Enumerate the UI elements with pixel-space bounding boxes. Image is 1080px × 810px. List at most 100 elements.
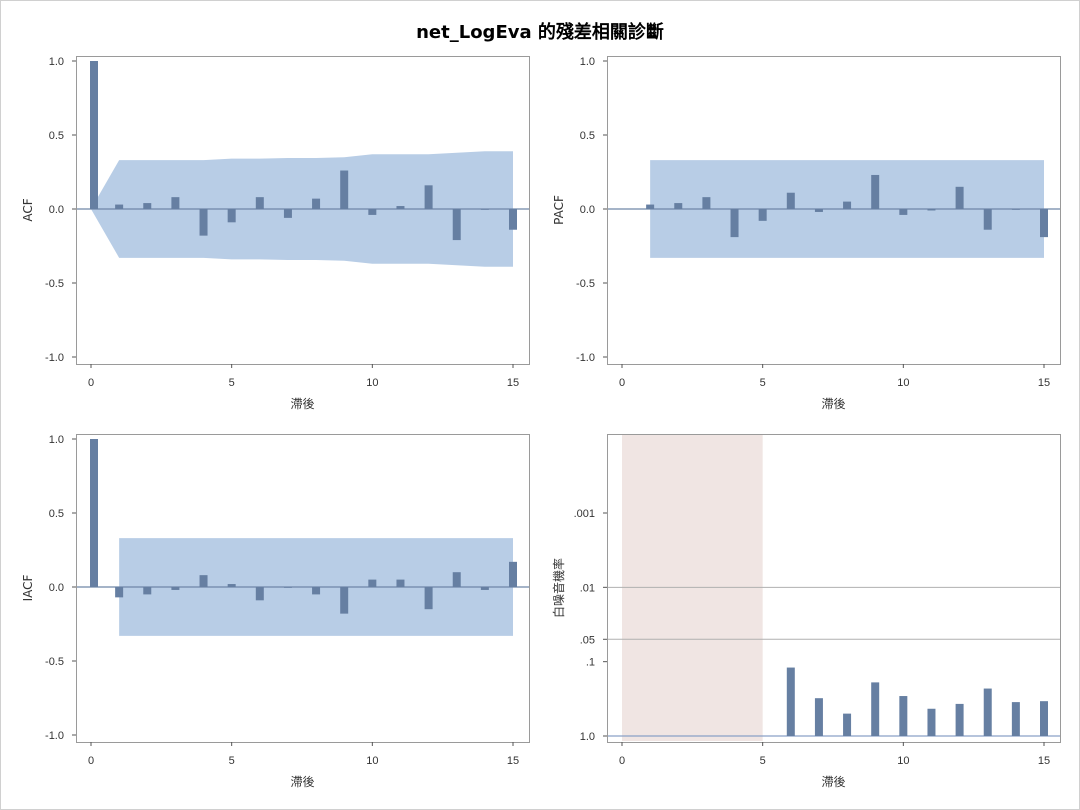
bar-lag-13	[983, 688, 992, 736]
bar-lag-0	[90, 61, 98, 209]
bar-lag-14	[1011, 209, 1020, 210]
bar-lag-14	[1011, 702, 1020, 736]
bar-lag-3	[171, 587, 180, 590]
bar-lag-7	[283, 209, 292, 218]
bar-lag-0	[90, 439, 98, 587]
bar-lag-11	[927, 209, 936, 211]
x-tick-label: 10	[366, 755, 378, 767]
x-tick-label: 10	[366, 377, 378, 389]
bar-lag-12	[955, 703, 964, 736]
bar-lag-15	[1040, 701, 1048, 736]
bar-lag-11	[396, 206, 405, 209]
x-tick-label: 5	[229, 755, 235, 767]
x-tick-label: 15	[507, 755, 519, 767]
y-tick-label: .1	[586, 657, 595, 669]
x-tick-label: 5	[229, 377, 235, 389]
y-tick-label: 0.5	[49, 508, 64, 520]
y-tick-label: .01	[580, 582, 595, 594]
x-tick-label: 0	[619, 755, 625, 767]
y-tick-label: 1.0	[49, 56, 64, 68]
x-axis-label: 滯後	[290, 397, 314, 411]
bar-lag-2	[143, 587, 152, 595]
x-axis-label: 滯後	[821, 397, 845, 411]
bar-lag-10	[899, 696, 908, 736]
x-tick-label: 10	[897, 377, 909, 389]
chart-pacf: 1.0 0.5 0.0 -0.5 -1.0 0 5 10 15 滯後 PACF	[552, 56, 1061, 411]
bar-lag-9	[871, 174, 880, 209]
bar-lag-9	[340, 587, 349, 614]
plot-frame	[607, 56, 1061, 365]
y-axis-label: IACF	[21, 574, 35, 601]
x-axis-label: 滯後	[821, 775, 845, 789]
chart-acf: 1.0 0.5 0.0 -0.5 -1.0 0 5 10 15 滯後 ACF	[21, 56, 530, 411]
bar-lag-6	[786, 192, 795, 209]
bar-lag-13	[983, 209, 992, 230]
bar-lag-6	[786, 667, 795, 736]
y-tick-label: -0.5	[45, 656, 64, 668]
plot-frame	[607, 434, 1061, 743]
plot-frame	[76, 434, 530, 743]
bar-lag-1	[115, 204, 124, 209]
bar-lag-9	[871, 682, 880, 736]
bar-lag-2	[674, 203, 683, 209]
x-tick-label: 5	[760, 377, 766, 389]
bar-lag-14	[480, 209, 489, 210]
bar-lag-8	[312, 198, 321, 209]
bar-lag-6	[255, 587, 264, 601]
x-axis-label: 滯後	[290, 775, 314, 789]
y-tick-label: .001	[574, 508, 595, 520]
plot-frame	[76, 56, 530, 365]
bar-lag-1	[115, 587, 124, 598]
y-tick-label: -1.0	[576, 352, 595, 364]
bar-lag-13	[452, 209, 461, 241]
y-tick-label: 0.0	[49, 582, 64, 594]
y-axis-label: 白噪音機率	[551, 558, 566, 618]
bar-lag-9	[340, 170, 349, 209]
y-axis-label: PACF	[552, 195, 566, 225]
bar-lag-10	[899, 209, 908, 215]
bar-lag-6	[255, 197, 264, 209]
x-tick-label: 10	[897, 755, 909, 767]
bar-lag-10	[368, 209, 377, 215]
y-tick-label: -1.0	[45, 352, 64, 364]
shaded-region	[622, 435, 763, 741]
x-tick-label: 15	[1038, 755, 1050, 767]
bar-lag-7	[283, 587, 292, 588]
bar-lag-12	[424, 587, 433, 610]
x-tick-label: 0	[88, 377, 94, 389]
bar-lag-4	[199, 209, 208, 236]
x-tick-label: 15	[1038, 377, 1050, 389]
bar-lag-3	[702, 197, 711, 209]
bar-lag-4	[199, 575, 208, 587]
bar-lag-8	[843, 713, 852, 736]
bar-lag-3	[171, 197, 180, 209]
x-tick-label: 15	[507, 377, 519, 389]
chart-whitenoise: .001 .01 .05 .1 1.0 0 5 10 15 滯後 白噪音機率	[551, 434, 1061, 789]
y-tick-label: 0.0	[580, 204, 595, 216]
bar-lag-5	[227, 209, 236, 223]
y-tick-label: 0.5	[49, 130, 64, 142]
y-tick-label: 0.0	[49, 204, 64, 216]
bar-lag-11	[927, 708, 936, 736]
bar-lag-2	[143, 203, 152, 209]
bar-lag-14	[480, 587, 489, 590]
x-tick-label: 0	[619, 377, 625, 389]
page-title: net_LogEva 的殘差相關診斷	[416, 22, 664, 43]
bar-lag-4	[730, 209, 739, 238]
chart-iacf: 1.0 0.5 0.0 -0.5 -1.0 0 5 10 15 滯後 IACF	[21, 434, 530, 789]
y-tick-label: -1.0	[45, 730, 64, 742]
y-tick-label: .05	[580, 634, 595, 646]
bar-lag-5	[227, 584, 236, 587]
y-tick-label: 0.5	[580, 130, 595, 142]
y-tick-label: -0.5	[45, 278, 64, 290]
bar-lag-10	[368, 579, 377, 587]
bar-lag-15	[1040, 209, 1048, 238]
bar-lag-7	[814, 698, 823, 736]
y-tick-label: 1.0	[580, 56, 595, 68]
bar-lag-12	[955, 186, 964, 209]
bar-lag-11	[396, 579, 405, 587]
y-tick-label: 1.0	[49, 434, 64, 446]
y-axis-label: ACF	[21, 198, 35, 221]
bar-lag-13	[452, 572, 461, 587]
